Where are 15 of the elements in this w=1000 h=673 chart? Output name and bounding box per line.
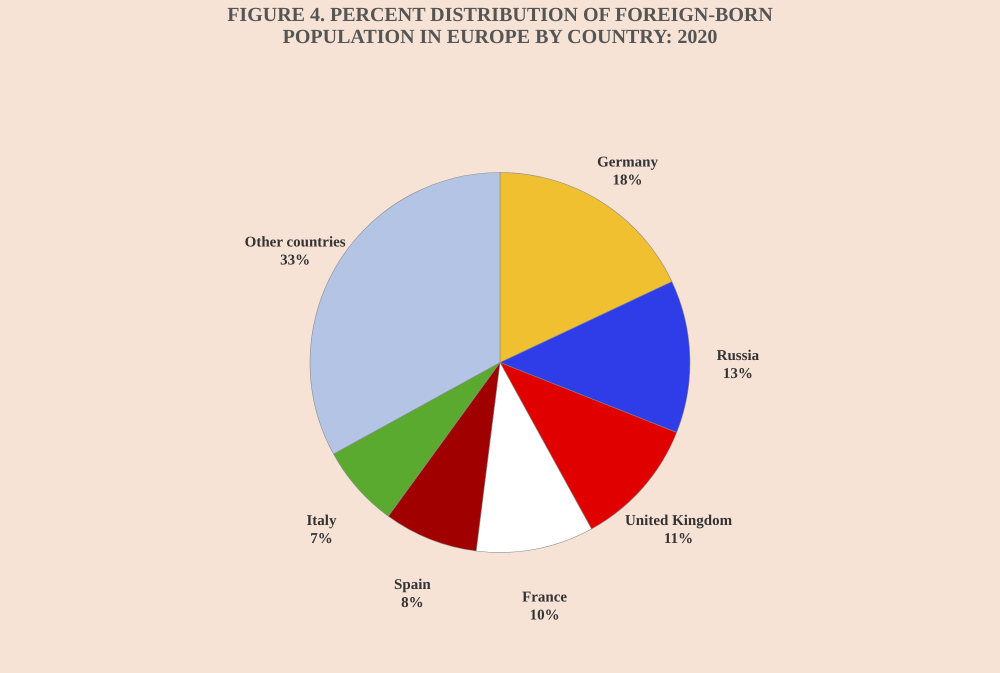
slice-label: Other countries [244,234,346,250]
data-label: 7% [310,530,333,547]
data-label: 33% [280,252,310,268]
data-label: 18% [612,172,643,189]
data-label: 10% [530,607,560,624]
slice-label: Spain [394,576,432,593]
data-label: 11% [664,530,694,547]
slice-label: Germany [597,154,658,171]
data-label: 13% [722,366,753,382]
slice-label: Italy [306,512,337,529]
slice-label: France [522,589,568,606]
slice-label: United Kingdom [624,512,733,529]
slice-label: Russia [716,348,760,364]
data-label: 8% [401,594,424,611]
chart-title: FIGURE 4. PERCENT DISTRIBUTION OF FOREIGN-BORN POPULATION IN EUROPE BY COUNTRY: 2020 [227,4,774,48]
